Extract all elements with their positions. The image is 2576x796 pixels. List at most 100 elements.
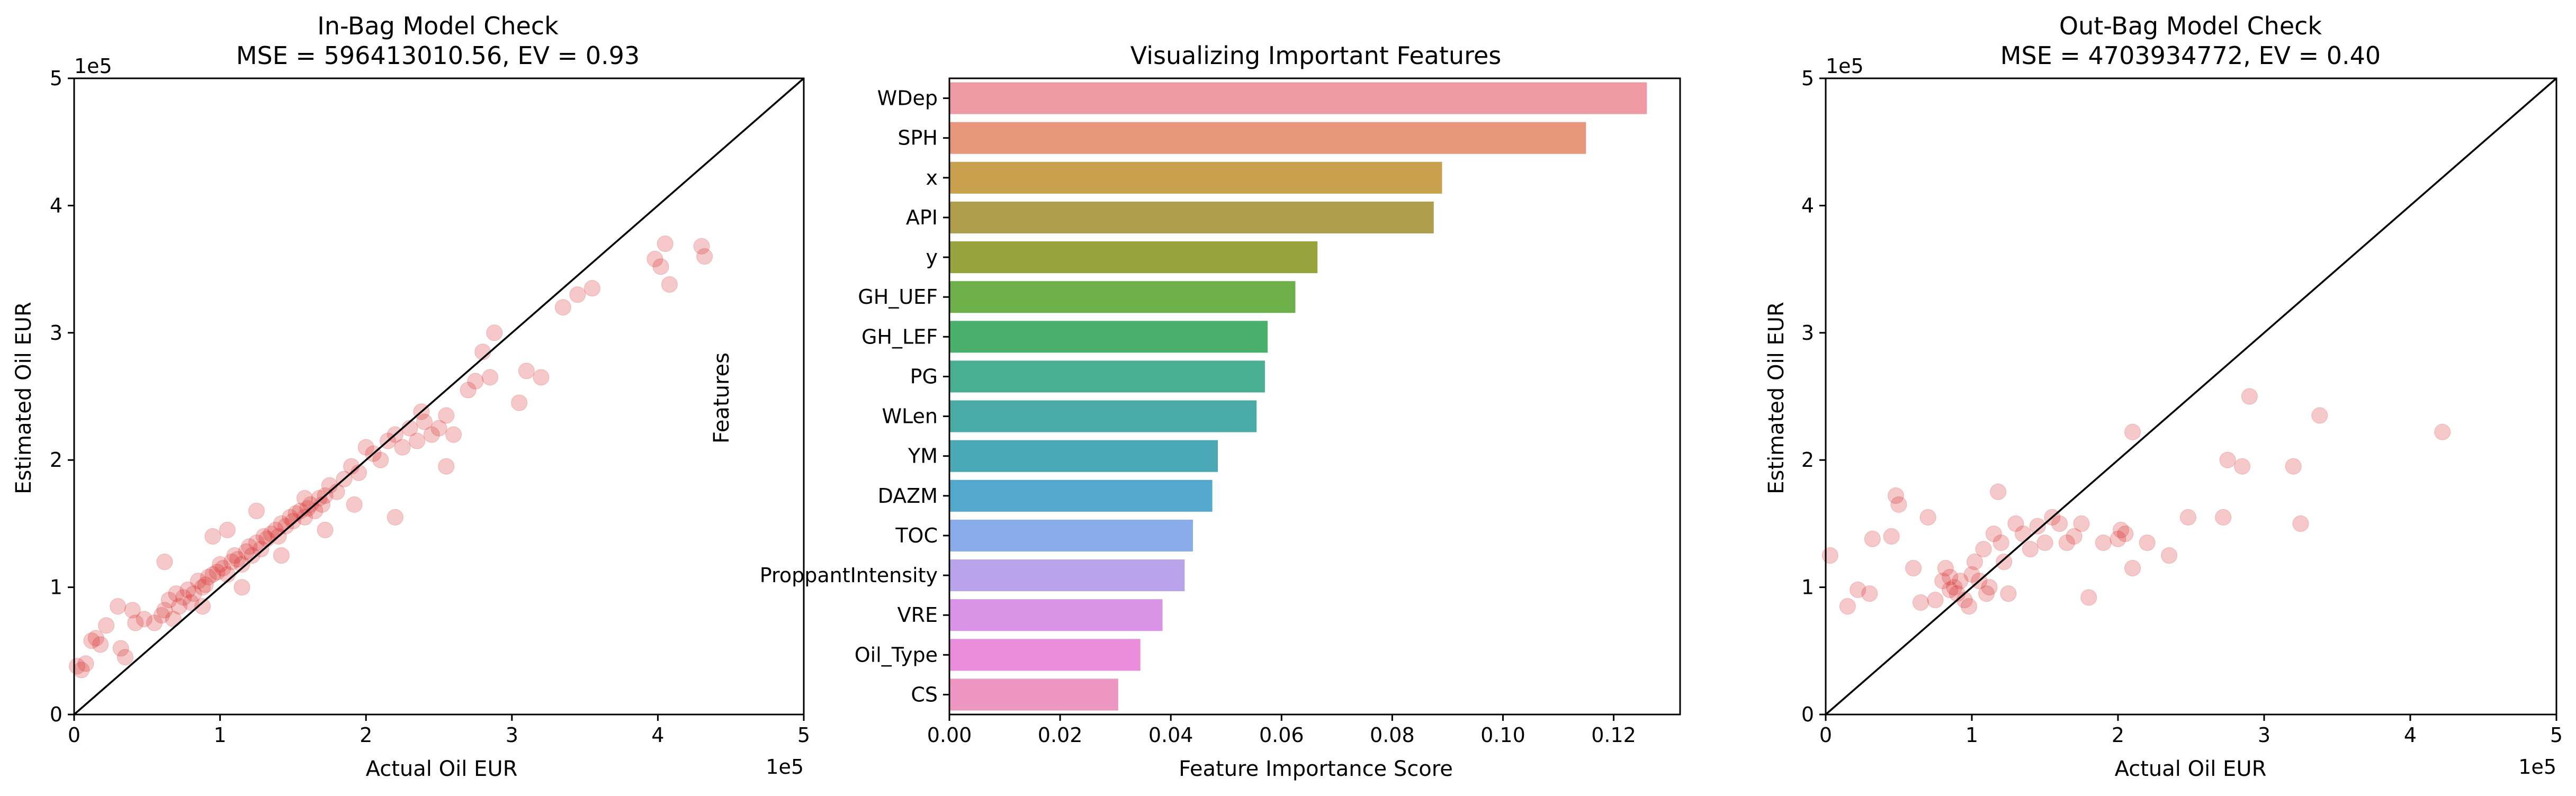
feature-importance-x-tick-label: 0.06 <box>1259 723 1304 747</box>
out-bag-point <box>1864 530 1881 547</box>
in-bag-ylabel: Estimated Oil EUR <box>12 302 36 494</box>
in-bag-point <box>116 649 133 666</box>
in-bag-point <box>223 554 240 571</box>
in-bag-point <box>179 581 196 598</box>
out-bag-point <box>1937 560 1954 577</box>
feature-importance-categories: WDep SPH x API y GH_UEF GH_LEF PG WLen YM DAZM TOC P… <box>760 87 949 706</box>
feature-importance-bar <box>949 599 1163 631</box>
in-bag-point <box>255 528 272 545</box>
out-bag-point <box>1850 581 1866 598</box>
out-bag-y-tick-label: 2 <box>1801 448 1814 472</box>
feature-importance-category-label: DAZM <box>878 484 938 508</box>
out-bag-point <box>1821 547 1838 564</box>
in-bag-point <box>277 518 294 535</box>
in-bag-subtitle: MSE = 596413010.56, EV = 0.93 <box>236 41 640 70</box>
out-bag-scatter-panel: Out-Bag Model Check MSE = 4703934772, EV… <box>1764 12 2563 781</box>
in-bag-point <box>194 598 211 615</box>
in-bag-point <box>438 458 455 475</box>
in-bag-x-tick-label: 5 <box>797 723 810 747</box>
out-bag-point <box>1883 528 1900 545</box>
in-bag-point <box>481 369 498 386</box>
out-bag-point <box>2113 521 2130 538</box>
in-bag-point <box>273 515 290 532</box>
feature-importance-bar <box>949 161 1442 194</box>
in-bag-y-tick-label: 4 <box>50 194 62 217</box>
in-bag-x-tick-label: 2 <box>360 723 372 747</box>
out-bag-y-tick-label: 4 <box>1801 194 1814 217</box>
in-bag-point <box>194 579 211 596</box>
out-bag-point <box>2022 540 2039 557</box>
out-bag-point <box>1887 487 1904 504</box>
in-bag-point <box>357 439 374 456</box>
out-bag-point <box>1942 568 1959 585</box>
feature-importance-x-tick-label: 0.10 <box>1480 723 1525 747</box>
out-bag-point <box>1839 598 1856 615</box>
out-bag-point <box>2434 423 2451 440</box>
in-bag-point <box>229 551 246 568</box>
feature-importance-category-label: VRE <box>897 603 938 627</box>
out-bag-point <box>1967 554 1983 571</box>
out-bag-point <box>2000 585 2017 602</box>
in-bag-point <box>241 538 258 555</box>
out-bag-x-tick-label: 5 <box>2550 723 2563 747</box>
out-bag-ylabel: Estimated Oil EUR <box>1764 302 1789 494</box>
in-bag-point <box>234 556 250 573</box>
feature-importance-axes-frame <box>948 77 1681 716</box>
feature-importance-category-label: y <box>926 246 938 269</box>
in-bag-y-offset: 1e5 <box>74 55 112 78</box>
in-bag-point <box>238 543 255 560</box>
out-bag-point <box>2051 515 2068 532</box>
in-bag-point <box>296 490 313 506</box>
out-bag-point <box>2029 518 2046 535</box>
in-bag-point <box>387 509 403 526</box>
in-bag-point <box>409 432 426 449</box>
in-bag-point <box>182 594 199 611</box>
feature-importance-x-tick-label: 0.02 <box>1038 723 1083 747</box>
in-bag-point <box>302 496 319 513</box>
out-bag-point <box>2036 534 2053 551</box>
out-bag-point <box>1963 566 1980 583</box>
feature-importance-x-tick-label: 0.00 <box>927 723 972 747</box>
in-bag-point <box>423 426 440 443</box>
feature-importance-category-label: ProppantIntensity <box>760 564 938 587</box>
feature-importance-category-label: GH_LEF <box>861 325 938 348</box>
in-bag-reference-line <box>73 77 805 716</box>
feature-importance-x-tick-label: 0.08 <box>1370 723 1415 747</box>
out-bag-xlabel: Actual Oil EUR <box>2115 757 2267 781</box>
feature-importance-bar <box>949 360 1265 393</box>
feature-importance-bar <box>949 400 1257 432</box>
out-bag-x-tick-label: 0 <box>1819 723 1832 747</box>
feature-importance-category-label: YM <box>908 445 938 468</box>
out-bag-point <box>2073 515 2090 532</box>
out-bag-title: Out-Bag Model Check <box>2059 12 2322 40</box>
in-bag-point <box>226 547 243 564</box>
out-bag-point <box>1905 560 1922 577</box>
feature-importance-bar <box>949 321 1268 353</box>
in-bag-point <box>486 324 503 341</box>
feature-importance-category-label: CS <box>911 683 938 706</box>
in-bag-y-ticks: 0 1 2 3 4 5 <box>50 67 74 726</box>
in-bag-y-tick-label: 2 <box>50 448 62 472</box>
in-bag-point <box>317 521 334 538</box>
in-bag-point <box>299 500 316 517</box>
out-bag-point <box>1978 585 1995 602</box>
in-bag-point <box>518 363 535 379</box>
out-bag-point <box>1960 598 1977 615</box>
out-bag-point <box>2007 515 2024 532</box>
in-bag-point <box>693 238 710 255</box>
out-bag-point <box>1996 554 2013 571</box>
out-bag-point <box>2058 534 2075 551</box>
feature-importance-x-ticks: 0.00 0.02 0.04 0.06 0.08 0.10 0.12 <box>927 714 1636 747</box>
in-bag-point <box>696 248 713 265</box>
in-bag-point <box>190 573 207 590</box>
out-bag-point <box>1861 585 1878 602</box>
out-bag-point <box>2219 451 2236 468</box>
out-bag-x-tick-label: 1 <box>1965 723 1978 747</box>
feature-importance-bar <box>949 122 1586 154</box>
out-bag-point <box>1934 573 1951 590</box>
out-bag-point <box>1942 581 1959 598</box>
feature-importance-x-tick-label: 0.12 <box>1591 723 1636 747</box>
in-bag-point <box>511 394 528 411</box>
in-bag-point <box>248 502 265 519</box>
in-bag-x-tick-label: 1 <box>214 723 227 747</box>
